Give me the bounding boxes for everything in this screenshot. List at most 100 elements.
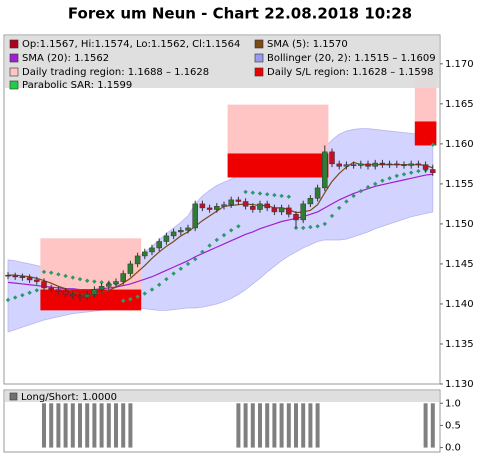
sar-point bbox=[5, 297, 11, 303]
bar bbox=[121, 403, 126, 448]
sar-point bbox=[394, 173, 399, 179]
candle-body bbox=[62, 290, 69, 295]
candle-body bbox=[206, 207, 213, 210]
sar-point bbox=[207, 243, 212, 248]
sar-point bbox=[221, 232, 227, 238]
sar-point bbox=[380, 178, 385, 183]
legend-label: Op:1.1567, Hi:1.1574, Lo:1.1562, Cl:1.15… bbox=[22, 39, 240, 50]
sar-point bbox=[85, 278, 90, 283]
sar-point bbox=[308, 224, 313, 230]
candle-body bbox=[228, 199, 234, 205]
bar bbox=[128, 403, 133, 448]
sar-point bbox=[279, 193, 284, 199]
candle-body bbox=[235, 199, 242, 202]
y-tick-label: 1.145 bbox=[445, 259, 474, 270]
sar-point bbox=[373, 181, 378, 187]
sar-point bbox=[49, 270, 54, 275]
bar bbox=[63, 403, 68, 448]
bar bbox=[301, 403, 306, 448]
candle-body bbox=[5, 274, 11, 277]
y-tick-label: 1.130 bbox=[445, 379, 474, 390]
bar bbox=[78, 403, 82, 448]
candle-body bbox=[322, 151, 328, 189]
bar bbox=[250, 403, 255, 448]
candle-body bbox=[358, 163, 364, 166]
candle-body bbox=[314, 187, 321, 199]
bar bbox=[42, 403, 46, 448]
candle-body bbox=[300, 203, 306, 221]
sl-region bbox=[414, 121, 437, 146]
candle-body bbox=[394, 163, 400, 166]
legend-swatch bbox=[9, 39, 19, 49]
candle-body bbox=[293, 214, 299, 221]
sar-point bbox=[185, 261, 191, 267]
candle-body bbox=[278, 207, 285, 213]
sar-point bbox=[329, 213, 335, 219]
sar-point bbox=[121, 298, 126, 303]
bar bbox=[70, 403, 75, 448]
legend-swatch bbox=[9, 67, 19, 77]
sar-point bbox=[286, 194, 291, 199]
y-tick-label: 1.150 bbox=[445, 219, 474, 230]
sar-point bbox=[315, 224, 320, 229]
legend-label: Daily trading region: 1.1688 – 1.1628 bbox=[22, 67, 209, 78]
candle-body bbox=[257, 203, 263, 210]
sar-point bbox=[322, 221, 327, 227]
y-tick-label: 1.160 bbox=[445, 139, 474, 150]
candle-body bbox=[214, 206, 220, 210]
sar-point bbox=[63, 273, 68, 279]
candle-body bbox=[192, 203, 198, 229]
candle-body bbox=[163, 235, 170, 242]
candle-body bbox=[106, 283, 112, 287]
candle-body bbox=[343, 164, 350, 167]
sar-point bbox=[344, 199, 349, 204]
candle-body bbox=[365, 163, 371, 167]
sar-point bbox=[409, 170, 414, 175]
legend-label: Daily S/L region: 1.1628 – 1.1598 bbox=[267, 67, 433, 78]
bar bbox=[258, 403, 262, 448]
candle-body bbox=[199, 203, 206, 209]
y-tick-label: 1.140 bbox=[445, 299, 474, 310]
sar-point bbox=[77, 276, 83, 282]
bar bbox=[56, 403, 61, 448]
candle-body bbox=[156, 241, 162, 249]
sar-point bbox=[358, 188, 363, 194]
candle-body bbox=[84, 294, 90, 298]
sar-point bbox=[265, 192, 270, 197]
y-tick-label: 0.0 bbox=[445, 443, 461, 454]
bar bbox=[315, 403, 320, 448]
sar-point bbox=[92, 279, 97, 284]
legend-swatch bbox=[9, 53, 19, 63]
candle-body bbox=[48, 287, 54, 290]
sar-point bbox=[171, 271, 176, 276]
sar-point bbox=[250, 190, 255, 195]
sar-point bbox=[142, 291, 147, 296]
sar-point bbox=[236, 224, 241, 229]
bar bbox=[243, 403, 248, 448]
candle-body bbox=[185, 227, 191, 231]
sar-point bbox=[34, 288, 39, 293]
candle-body bbox=[307, 198, 314, 205]
sar-point bbox=[193, 256, 198, 262]
candle-body bbox=[170, 231, 177, 237]
bar bbox=[265, 403, 270, 448]
bar bbox=[294, 403, 298, 448]
sar-point bbox=[401, 172, 407, 177]
legend-swatch bbox=[9, 392, 18, 401]
sar-point bbox=[135, 294, 140, 299]
legend-box bbox=[5, 391, 439, 402]
chart-title: Forex um Neun - Chart 22.08.2018 10:28 bbox=[68, 5, 412, 23]
trading-region bbox=[227, 104, 329, 154]
bar bbox=[99, 403, 104, 448]
sar-point bbox=[70, 275, 75, 280]
candle-body bbox=[329, 151, 335, 165]
legend-label: SMA (20): 1.1562 bbox=[22, 53, 109, 64]
sar-point bbox=[229, 228, 234, 233]
candle-body bbox=[430, 169, 436, 173]
bar bbox=[423, 403, 428, 448]
bar bbox=[106, 403, 111, 448]
candle-body bbox=[120, 273, 126, 282]
candle-body bbox=[149, 247, 155, 253]
candle-body bbox=[41, 281, 47, 289]
legend-box bbox=[5, 36, 439, 88]
